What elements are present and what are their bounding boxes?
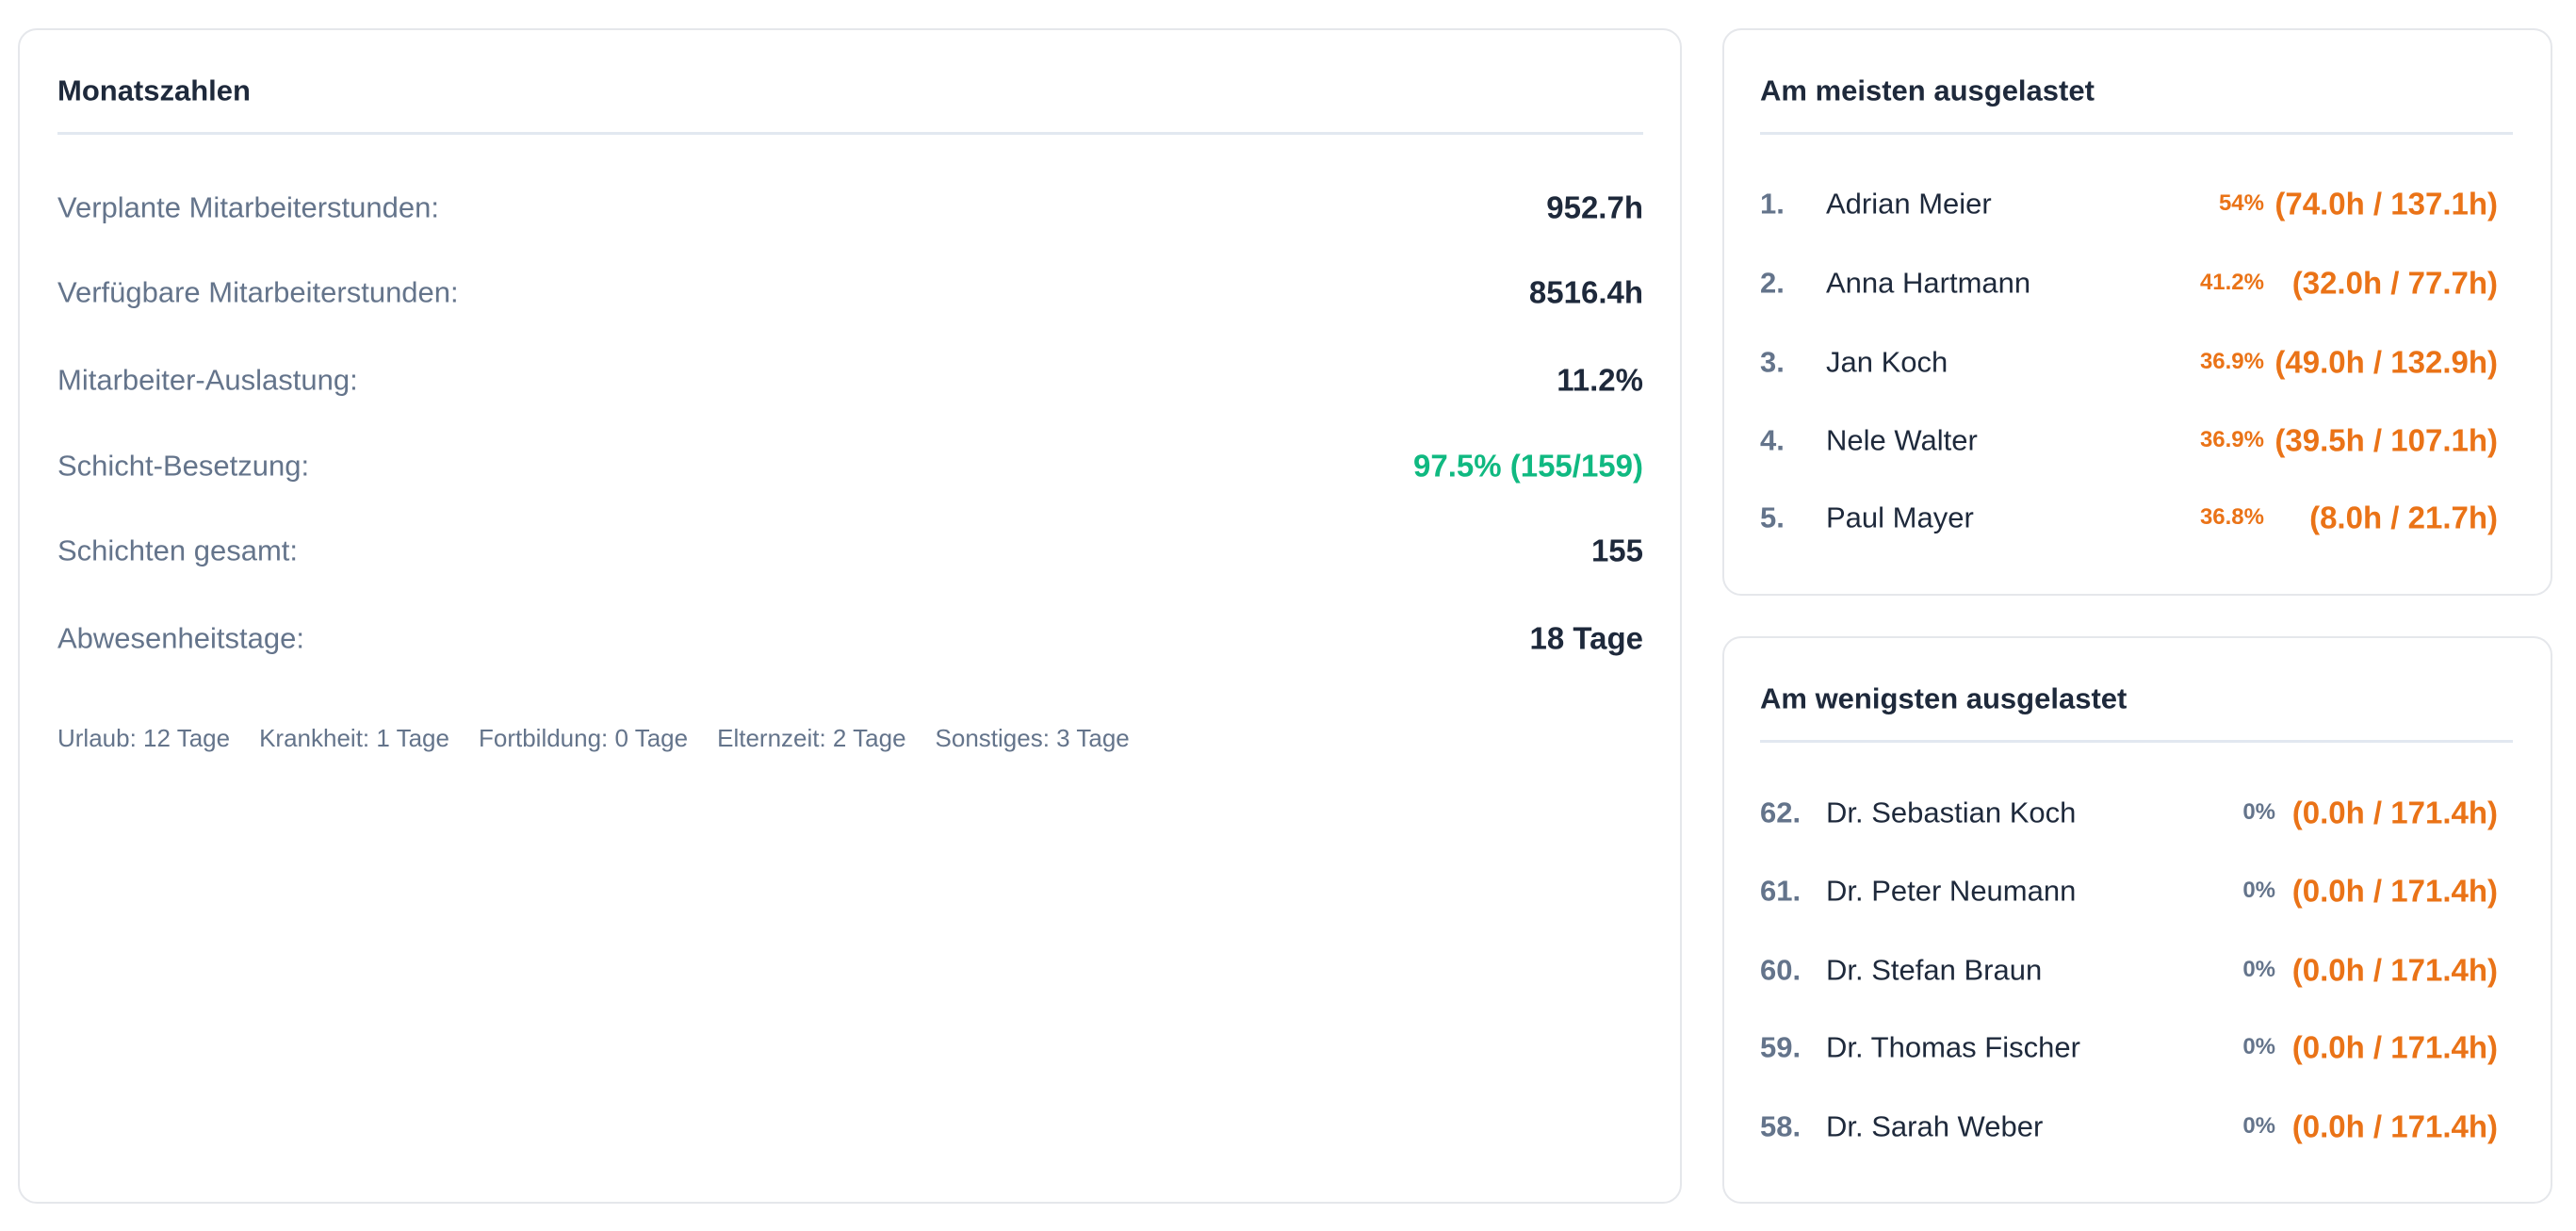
employee-name: Dr. Sebastian Koch: [1826, 796, 2077, 829]
card-title: Am meisten ausgelastet: [1760, 74, 2095, 107]
stat-label: Verplante Mitarbeiterstunden:: [57, 190, 439, 224]
absence-item: Urlaub: 12 Tage: [57, 724, 231, 752]
employee-name: Dr. Stefan Braun: [1826, 953, 2043, 987]
hours: (0.0h / 171.4h): [2291, 1108, 2498, 1144]
utilization-percent: 0%: [2242, 1034, 2275, 1059]
hours: (0.0h / 171.4h): [2291, 952, 2498, 988]
hours: (49.0h / 132.9h): [2274, 344, 2498, 380]
stat-value: 155: [1590, 533, 1643, 568]
stat-value: 97.5% (155/159): [1412, 448, 1643, 484]
utilization-percent: 0%: [2242, 1113, 2275, 1139]
employee-name: Dr. Thomas Fischer: [1826, 1030, 2080, 1064]
employee-name: Jan Koch: [1826, 345, 1948, 379]
stat-value: 952.7h: [1546, 189, 1643, 225]
hours: (0.0h / 171.4h): [2291, 873, 2498, 909]
rank: 1.: [1760, 187, 1785, 221]
stat-label: Schichten gesamt:: [57, 533, 299, 567]
rank: 62.: [1760, 796, 1802, 829]
stat-label: Verfügbare Mitarbeiterstunden:: [57, 275, 459, 309]
utilization-percent: 41.2%: [2199, 270, 2264, 295]
employee-name: Anna Hartmann: [1826, 266, 2031, 300]
utilization-percent: 54%: [2218, 190, 2264, 216]
stat-label: Mitarbeiter-Auslastung:: [57, 363, 358, 397]
utilization-percent: 0%: [2242, 957, 2275, 982]
stat-value: 8516.4h: [1528, 274, 1643, 310]
divider: [57, 132, 1643, 135]
employee-name: Dr. Sarah Weber: [1826, 1109, 2044, 1143]
least-card: [1722, 636, 2552, 1204]
rank: 58.: [1760, 1109, 1802, 1143]
absence-item: Sonstiges: 3 Tage: [935, 724, 1130, 752]
divider: [1760, 132, 2513, 135]
hours: (74.0h / 137.1h): [2274, 186, 2498, 222]
absence-item: Krankheit: 1 Tage: [259, 724, 449, 752]
employee-name: Dr. Peter Neumann: [1826, 874, 2077, 908]
utilization-percent: 0%: [2242, 878, 2275, 903]
card-title: Monatszahlen: [57, 74, 251, 107]
employee-name: Paul Mayer: [1826, 501, 1974, 534]
stat-value: 18 Tage: [1529, 620, 1643, 656]
utilization-percent: 0%: [2242, 799, 2275, 825]
rank: 60.: [1760, 953, 1802, 987]
stat-label: Abwesenheitstage:: [57, 621, 304, 655]
employee-name: Nele Walter: [1826, 423, 1978, 457]
utilization-percent: 36.9%: [2199, 427, 2264, 452]
card-title: Am wenigsten ausgelastet: [1760, 681, 2128, 715]
hours: (32.0h / 77.7h): [2291, 265, 2498, 301]
rank: 5.: [1760, 501, 1785, 534]
stat-label: Schicht-Besetzung:: [57, 449, 310, 483]
absence-breakdown: Urlaub: 12 Tage Krankheit: 1 Tage Fortbild…: [57, 726, 1130, 750]
utilization-percent: 36.9%: [2199, 349, 2264, 374]
utilization-percent: 36.8%: [2199, 504, 2264, 530]
hours: (0.0h / 171.4h): [2291, 1029, 2498, 1065]
stat-value: 11.2%: [1557, 362, 1643, 398]
absence-item: Fortbildung: 0 Tage: [478, 724, 689, 752]
hours: (0.0h / 171.4h): [2291, 795, 2498, 830]
rank: 59.: [1760, 1030, 1802, 1064]
absence-item: Elternzeit: 2 Tage: [717, 724, 906, 752]
most-card: [1722, 28, 2552, 596]
rank: 3.: [1760, 345, 1785, 379]
hours: (39.5h / 107.1h): [2274, 422, 2498, 458]
employee-name: Adrian Meier: [1826, 187, 1992, 221]
rank: 4.: [1760, 423, 1785, 457]
stats-card: [18, 28, 1682, 1204]
rank: 61.: [1760, 874, 1802, 908]
rank: 2.: [1760, 266, 1785, 300]
hours: (8.0h / 21.7h): [2309, 500, 2498, 535]
divider: [1760, 740, 2513, 743]
